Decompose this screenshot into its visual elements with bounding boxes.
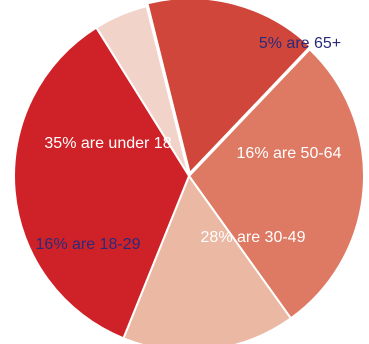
slice-label: 5% are 65+ [259,35,341,52]
slice-label: 28% are 30-49 [201,229,306,246]
pie-slice [13,26,190,340]
slice-label: 16% are 18-29 [36,236,141,253]
pie-slice [146,0,312,175]
pie-slice [188,48,365,320]
slice-label: 16% are 50-64 [237,145,342,162]
slice-label: 35% are under 18 [44,135,171,152]
pie-slice [122,175,292,344]
